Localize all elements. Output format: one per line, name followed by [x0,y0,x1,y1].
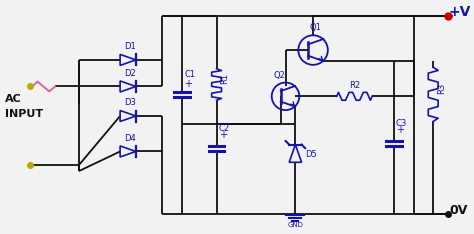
Text: D4: D4 [124,134,136,143]
Text: C2: C2 [219,124,230,133]
Text: R2: R2 [349,81,360,91]
Text: +V: +V [449,5,471,19]
Text: C1: C1 [184,70,195,79]
Text: D5: D5 [305,150,317,159]
Text: D1: D1 [124,42,136,51]
Text: D2: D2 [124,69,136,78]
Text: GND: GND [287,222,303,228]
Text: 0V: 0V [449,204,467,217]
Text: R1: R1 [220,73,229,84]
Text: Q2: Q2 [273,71,285,80]
Text: Q1: Q1 [309,23,321,32]
Text: INPUT: INPUT [5,109,43,119]
Text: R3: R3 [437,83,446,94]
Text: +: + [184,79,192,88]
Text: AC: AC [5,94,22,104]
Text: +: + [219,130,227,140]
Text: +: + [396,125,404,135]
Text: D3: D3 [124,98,136,107]
Text: C3: C3 [396,119,407,128]
